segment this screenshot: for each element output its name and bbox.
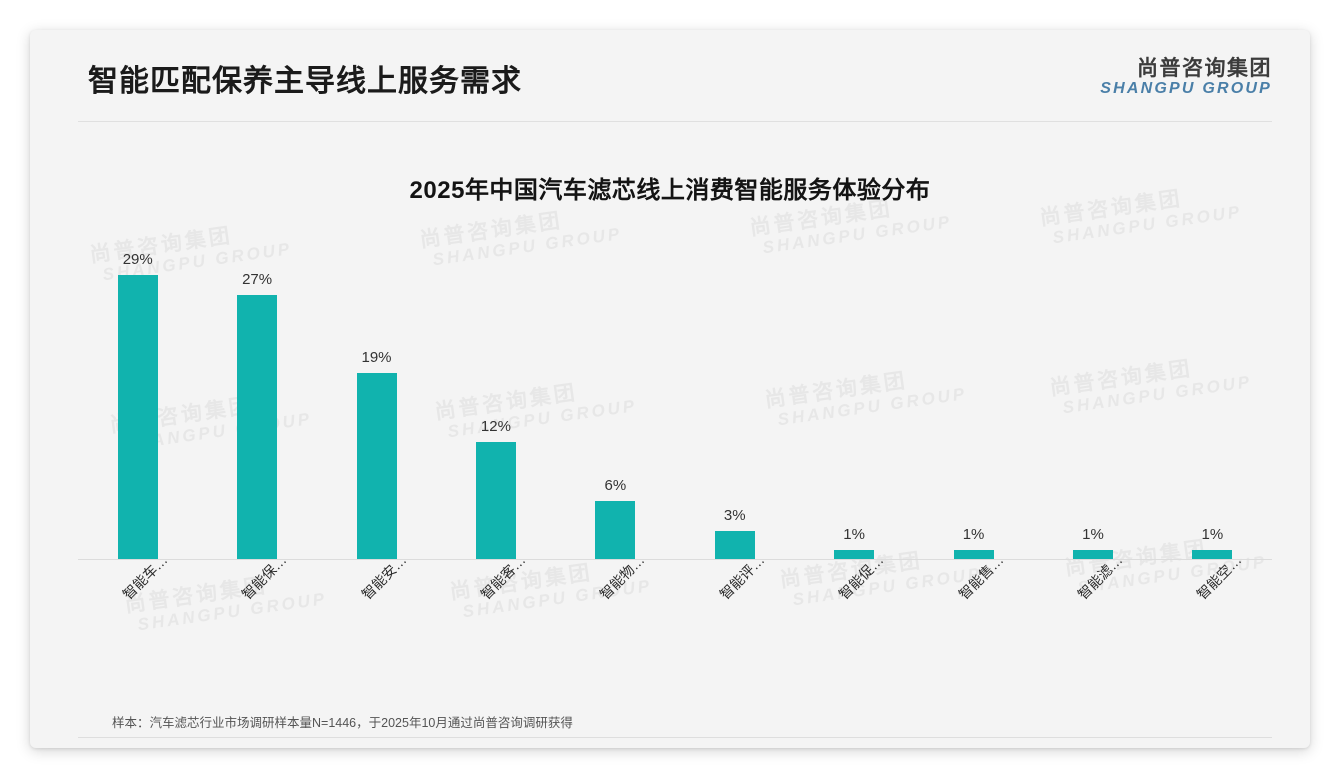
bar-rect[interactable] <box>1072 550 1113 560</box>
x-axis-labels: 智能车… 智能保… 智能安… 智能客… 智能物… 智能评… 智能促… 智能售… 智能滤… 智能空… <box>78 552 1272 662</box>
bar-item[interactable]: 1% <box>914 230 1033 560</box>
bar-value-label: 1% <box>1201 526 1224 544</box>
brand-name-en: SHANGPU GROUP <box>1100 80 1272 98</box>
bar-rect[interactable] <box>1192 550 1233 560</box>
bar-value-label: 27% <box>242 270 273 288</box>
header-divider <box>78 121 1272 122</box>
bar-item[interactable]: 12% <box>436 230 555 560</box>
bar-item[interactable]: 3% <box>675 230 794 560</box>
bar-rect[interactable] <box>953 550 994 560</box>
bar-value-label: 3% <box>723 506 746 524</box>
bar-rect[interactable] <box>475 442 516 560</box>
bar-rect[interactable] <box>834 550 875 560</box>
x-axis-label-slot: 智能保… <box>197 552 316 662</box>
bar-item[interactable]: 19% <box>317 230 436 560</box>
bar-item[interactable]: 29% <box>78 230 197 560</box>
bar-series: 29% 27% 19% 12% 6% 3% 1% 1% 1% 1% <box>78 230 1272 560</box>
slide-card: 尚普咨询集团 SHANGPU GROUP 尚普咨询集团 SHANGPU GROU… <box>30 30 1310 748</box>
x-axis-label-slot: 智能车… <box>78 552 197 662</box>
x-axis-label-slot: 智能滤… <box>1033 552 1152 662</box>
slide-header: 智能匹配保养主导线上服务需求 尚普咨询集团 SHANGPU GROUP <box>30 30 1310 122</box>
footer-divider <box>78 737 1272 738</box>
x-axis-label-slot: 智能空… <box>1153 552 1272 662</box>
bar-value-label: 1% <box>1082 526 1104 544</box>
bar-value-label: 1% <box>843 526 865 544</box>
x-axis-line <box>78 559 1272 560</box>
slide-footer: ©2025.12 SHANGPU GROUP www.shangpu-china… <box>30 738 1310 748</box>
bar-item[interactable]: 1% <box>794 230 913 560</box>
bar-value-label: 1% <box>962 526 985 544</box>
chart-title: 2025年中国汽车滤芯线上消费智能服务体验分布 <box>409 177 931 204</box>
bar-item[interactable]: 1% <box>1033 230 1152 560</box>
bar-item[interactable]: 27% <box>197 230 316 560</box>
x-axis-label-slot: 智能安… <box>317 552 436 662</box>
bar-value-label: 29% <box>122 250 153 268</box>
bar-value-label: 19% <box>361 349 392 367</box>
bar-item[interactable]: 1% <box>1153 230 1272 560</box>
bar-rect[interactable] <box>237 294 278 560</box>
bar-rect[interactable] <box>714 530 755 560</box>
brand-name-cn: 尚普咨询集团 <box>1137 57 1272 80</box>
x-axis-label-slot: 智能售… <box>914 552 1033 662</box>
page-title: 智能匹配保养主导线上服务需求 <box>88 65 522 98</box>
bar-item[interactable]: 6% <box>556 230 675 560</box>
brand-logo: 尚普咨询集团 SHANGPU GROUP <box>1100 57 1272 98</box>
x-axis-label-slot: 智能客… <box>436 552 555 662</box>
chart-footnote: 样本：汽车滤芯行业市场调研样本量N=1446，于2025年10月通过尚普咨询调研… <box>112 716 573 730</box>
bar-chart-plot: 29% 27% 19% 12% 6% 3% 1% 1% 1% 1% <box>78 230 1272 560</box>
x-axis-label-slot: 智能促… <box>794 552 913 662</box>
x-axis-label-slot: 智能物… <box>556 552 675 662</box>
bar-rect[interactable] <box>117 274 158 560</box>
bar-value-label: 12% <box>480 418 511 435</box>
bar-rect[interactable] <box>356 373 397 560</box>
x-axis-label-slot: 智能评… <box>675 552 794 662</box>
bar-rect[interactable] <box>595 501 636 560</box>
bar-value-label: 6% <box>604 477 627 494</box>
